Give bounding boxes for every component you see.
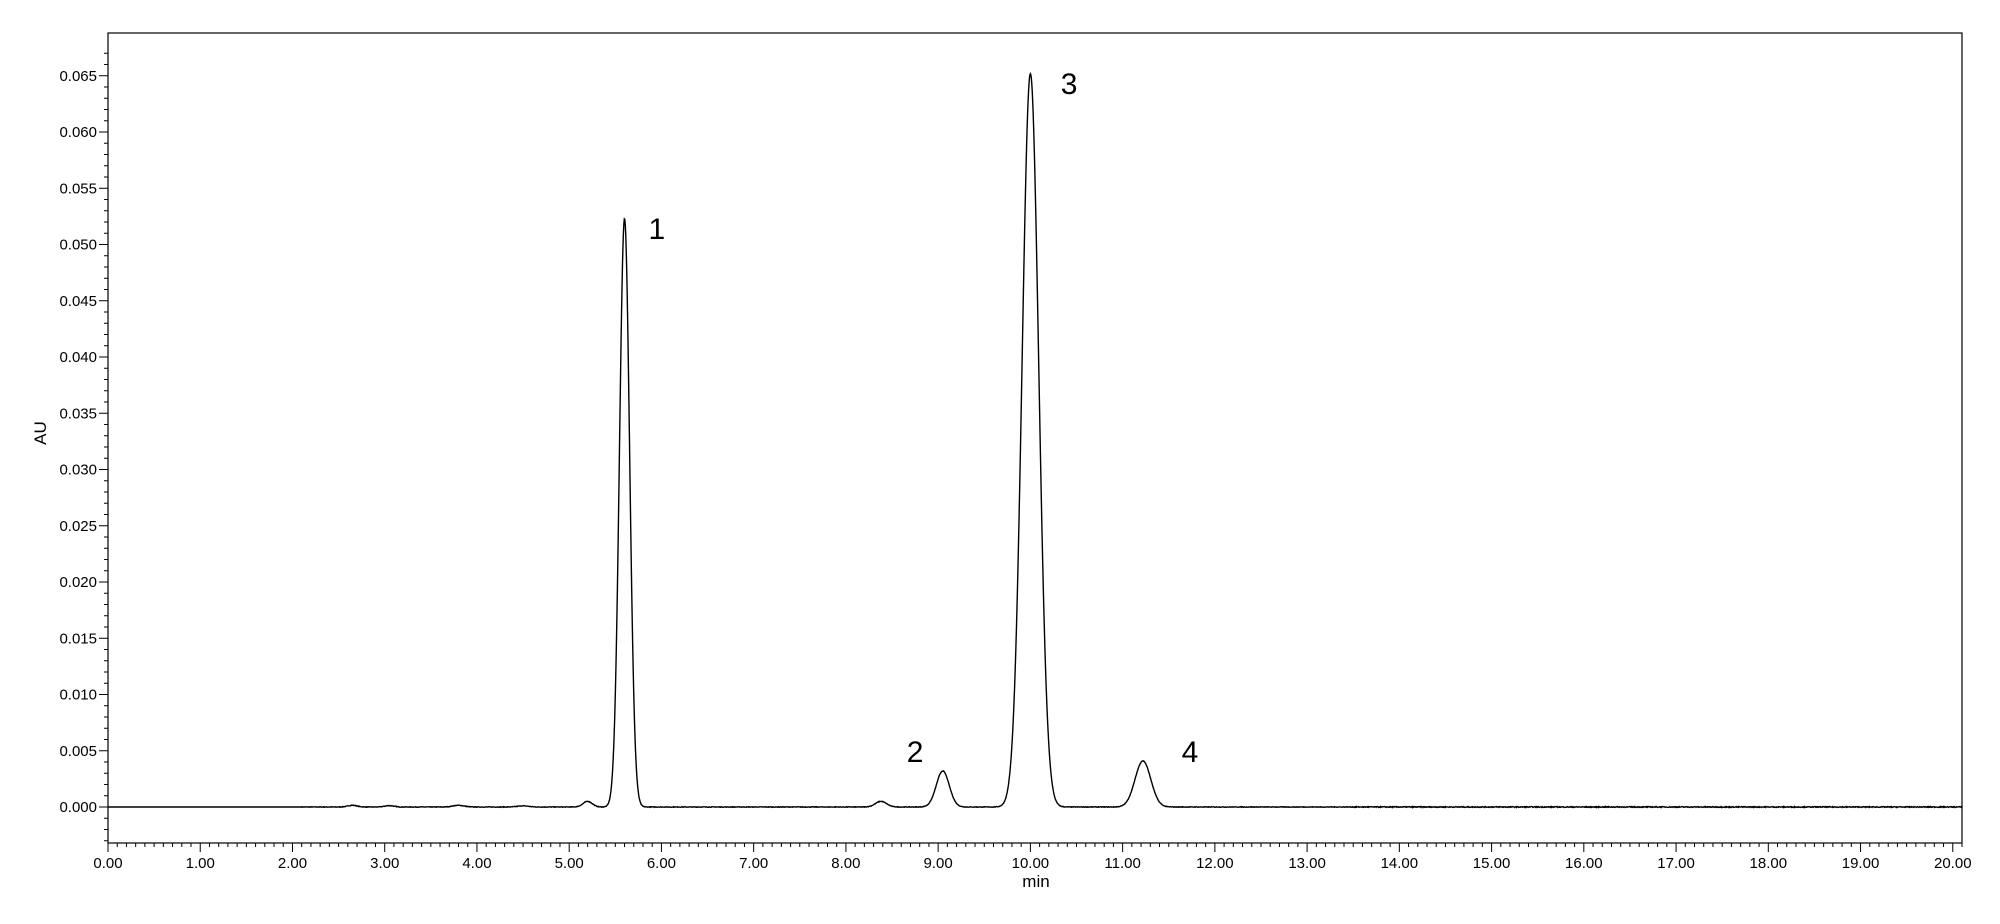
x-tick-label: 9.00 [924,855,953,872]
x-tick-label: 17.00 [1657,855,1695,872]
x-tick-label: 18.00 [1750,855,1788,872]
x-tick-label: 4.00 [462,855,491,872]
x-axis-ticks: 0.00 1.00 2.00 3.00 4.00 5.00 6.00 7.00 8.00 9.00… [93,843,1972,872]
y-tick-label: 0.015 [59,630,97,647]
peak-label: 3 [1061,68,1078,101]
chromatogram-trace [108,72,1963,809]
peak-label: 1 [648,213,665,246]
x-tick-label: 7.00 [739,855,768,872]
y-tick-label: 0.005 [59,743,97,760]
peak-annotations: 1 2 3 4 [648,68,1198,769]
x-tick-label: 6.00 [647,855,676,872]
peak-label: 2 [907,736,924,769]
x-tick-label: 0.00 [93,855,122,872]
x-tick-label: 1.00 [186,855,215,872]
y-tick-label: 0.025 [59,518,97,535]
x-tick-label: 13.00 [1288,855,1326,872]
y-tick-label: 0.020 [59,574,97,591]
y-tick-label: 0.065 [59,68,97,85]
plot-frame [107,32,1963,844]
peak-label: 4 [1182,736,1199,769]
x-tick-label: 19.00 [1842,855,1880,872]
x-tick-label: 16.00 [1565,855,1603,872]
y-tick-label: 0.010 [59,687,97,704]
x-tick-label: 10.00 [1012,855,1050,872]
x-tick-label: 14.00 [1381,855,1419,872]
y-tick-label: 0.045 [59,293,97,310]
x-tick-label: 8.00 [831,855,860,872]
x-tick-label: 5.00 [555,855,584,872]
x-axis-label: min [1022,872,1049,891]
y-tick-label: 0.035 [59,405,97,422]
y-tick-label: 0.000 [59,799,97,816]
x-tick-label: 3.00 [370,855,399,872]
y-tick-label: 0.060 [59,124,97,141]
x-tick-label: 11.00 [1104,855,1140,872]
y-tick-label: 0.050 [59,237,97,254]
x-tick-label: 20.00 [1934,855,1972,872]
y-axis-ticks: 0.000 0.005 0.010 0.015 0.020 0.025 0.030 0.035… [59,52,108,842]
y-axis-label: AU [31,421,50,445]
x-tick-label: 2.00 [278,855,307,872]
y-tick-label: 0.055 [59,180,97,197]
y-tick-label: 0.030 [59,462,97,479]
x-tick-label: 12.00 [1196,855,1234,872]
x-tick-label: 15.00 [1473,855,1511,872]
y-tick-label: 0.040 [59,349,97,366]
